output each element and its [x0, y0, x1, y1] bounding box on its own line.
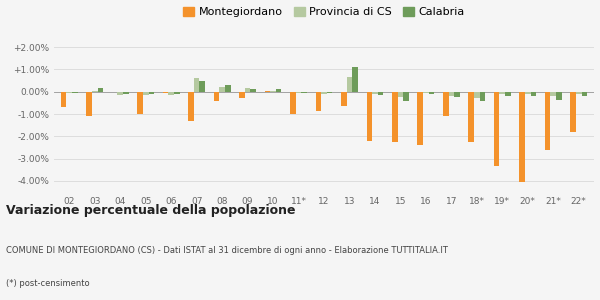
- Bar: [143, 92, 149, 95]
- Bar: [92, 91, 98, 92]
- Text: COMUNE DI MONTEGIORDANO (CS) - Dati ISTAT al 31 dicembre di ogni anno - Elaboraz: COMUNE DI MONTEGIORDANO (CS) - Dati ISTA…: [6, 246, 448, 255]
- Bar: [581, 92, 587, 96]
- Bar: [576, 92, 581, 94]
- Bar: [301, 92, 307, 94]
- Text: (*) post-censimento: (*) post-censimento: [6, 279, 89, 288]
- Bar: [61, 92, 67, 107]
- Bar: [545, 92, 550, 150]
- Bar: [347, 77, 352, 92]
- Bar: [72, 92, 77, 93]
- Bar: [123, 92, 128, 94]
- Bar: [214, 92, 220, 100]
- Text: Variazione percentuale della popolazione: Variazione percentuale della popolazione: [6, 204, 296, 217]
- Bar: [199, 81, 205, 92]
- Bar: [341, 92, 347, 106]
- Bar: [454, 92, 460, 97]
- Legend: Montegiordano, Provincia di CS, Calabria: Montegiordano, Provincia di CS, Calabria: [179, 3, 469, 22]
- Bar: [163, 92, 169, 93]
- Bar: [169, 92, 174, 95]
- Bar: [392, 92, 398, 142]
- Bar: [494, 92, 499, 166]
- Bar: [296, 92, 301, 93]
- Bar: [321, 92, 327, 94]
- Bar: [149, 92, 154, 94]
- Bar: [367, 92, 372, 141]
- Bar: [270, 91, 276, 92]
- Bar: [250, 89, 256, 92]
- Bar: [352, 67, 358, 92]
- Bar: [571, 92, 576, 132]
- Bar: [378, 92, 383, 95]
- Bar: [403, 92, 409, 100]
- Bar: [428, 92, 434, 94]
- Bar: [245, 88, 250, 92]
- Bar: [327, 92, 332, 94]
- Bar: [550, 92, 556, 96]
- Bar: [239, 92, 245, 98]
- Bar: [505, 92, 511, 96]
- Bar: [194, 78, 199, 92]
- Bar: [449, 92, 454, 96]
- Bar: [398, 92, 403, 97]
- Bar: [174, 92, 179, 94]
- Bar: [372, 92, 378, 94]
- Bar: [423, 92, 428, 93]
- Bar: [474, 92, 479, 98]
- Bar: [225, 85, 230, 92]
- Bar: [418, 92, 423, 145]
- Bar: [86, 92, 92, 116]
- Bar: [137, 92, 143, 114]
- Bar: [265, 91, 270, 92]
- Bar: [118, 92, 123, 95]
- Bar: [276, 89, 281, 92]
- Bar: [479, 92, 485, 100]
- Bar: [67, 92, 72, 93]
- Bar: [220, 87, 225, 92]
- Bar: [520, 92, 525, 182]
- Bar: [525, 92, 530, 94]
- Bar: [469, 92, 474, 142]
- Bar: [556, 92, 562, 100]
- Bar: [188, 92, 194, 121]
- Bar: [499, 92, 505, 94]
- Bar: [316, 92, 321, 111]
- Bar: [530, 92, 536, 96]
- Bar: [98, 88, 103, 92]
- Bar: [443, 92, 449, 116]
- Bar: [290, 92, 296, 114]
